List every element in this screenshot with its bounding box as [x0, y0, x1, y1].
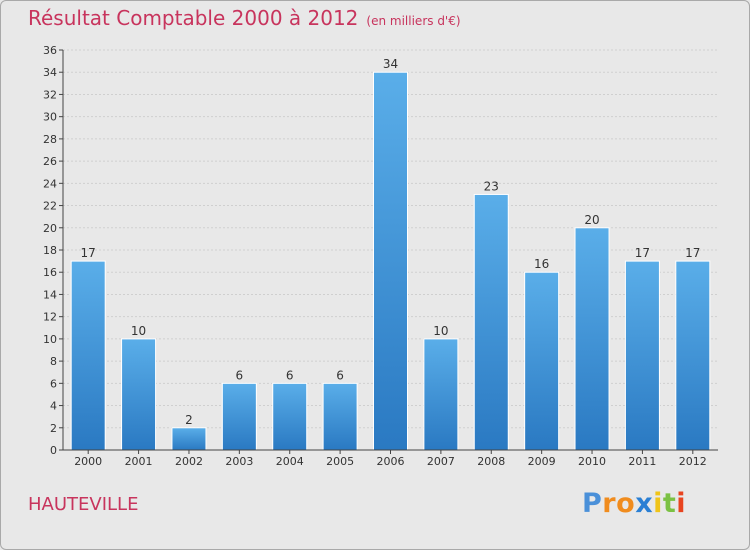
- x-tick-label-2005: 2005: [326, 455, 354, 468]
- y-tick-label: 34: [43, 66, 57, 79]
- y-tick-label: 2: [50, 422, 57, 435]
- x-tick-label-2000: 2000: [74, 455, 102, 468]
- y-tick-label: 16: [43, 266, 57, 279]
- x-tick-label-2011: 2011: [628, 455, 656, 468]
- data-label-2001: 10: [131, 324, 146, 338]
- data-label-2011: 17: [635, 246, 650, 260]
- place-name: HAUTEVILLE: [28, 494, 139, 515]
- y-tick-label: 18: [43, 244, 57, 257]
- y-tick-label: 14: [43, 288, 57, 301]
- x-axis: 2000 2001 2002 2003 2004 2005 2006 2007 2008 2009…: [63, 449, 718, 468]
- y-tick-label: 0: [50, 444, 57, 457]
- chart-title: Résultat Comptable 2000 à 2012 (en millie…: [28, 6, 461, 30]
- bar-2000: [70, 260, 106, 451]
- logo-letter: r: [602, 488, 617, 519]
- data-label-2007: 10: [433, 324, 448, 338]
- bar-2001: [121, 338, 157, 451]
- logo-letter: x: [635, 488, 654, 519]
- chart-subtitle: (en milliers d'€): [366, 14, 461, 28]
- data-label-2010: 20: [584, 213, 599, 227]
- x-tick-label-2002: 2002: [175, 455, 203, 468]
- bar-2005: [322, 382, 358, 451]
- bar-2008: [473, 193, 509, 451]
- bar-2012: [675, 260, 711, 451]
- logo-letter: i: [676, 488, 687, 519]
- y-tick-label: 4: [50, 400, 57, 413]
- bar-2010: [574, 227, 610, 451]
- bar-2009: [524, 271, 560, 451]
- bar-2011: [624, 260, 660, 451]
- y-tick-label: 24: [43, 177, 57, 190]
- x-tick-label-2004: 2004: [276, 455, 304, 468]
- y-tick-label: 22: [43, 200, 57, 213]
- data-label-2002: 2: [185, 413, 193, 427]
- y-tick-label: 26: [43, 155, 57, 168]
- proxiti-logo: Proxiti: [582, 488, 686, 519]
- data-label-2000: 17: [81, 246, 96, 260]
- y-tick-label: 12: [43, 311, 57, 324]
- data-label-2006: 34: [383, 57, 398, 71]
- x-tick-label-2009: 2009: [528, 455, 556, 468]
- x-tick-label-2008: 2008: [477, 455, 505, 468]
- logo-letter: i: [653, 488, 663, 519]
- chart-title-main: Résultat Comptable 2000 à 2012: [28, 6, 359, 30]
- data-label-2009: 16: [534, 257, 549, 271]
- x-tick-label-2007: 2007: [427, 455, 455, 468]
- bar-2003: [221, 382, 257, 451]
- bar-2002: [171, 427, 207, 451]
- bars: 17 10 2 6 6 6 34 10 23 16 20 17 17: [70, 57, 711, 451]
- x-tick-label-2006: 2006: [377, 455, 405, 468]
- bar-2004: [272, 382, 308, 451]
- y-tick-label: 10: [43, 333, 57, 346]
- x-tick-label-2010: 2010: [578, 455, 606, 468]
- x-tick-label-2003: 2003: [225, 455, 253, 468]
- bar-2007: [423, 338, 459, 451]
- x-tick-label-2012: 2012: [679, 455, 707, 468]
- y-tick-label: 30: [43, 111, 57, 124]
- y-tick-label: 6: [50, 377, 57, 390]
- y-tick-label: 8: [50, 355, 57, 368]
- data-label-2005: 6: [336, 368, 344, 382]
- data-label-2004: 6: [286, 368, 294, 382]
- data-label-2012: 17: [685, 246, 700, 260]
- data-label-2003: 6: [236, 368, 244, 382]
- bar-2006: [373, 71, 408, 451]
- y-tick-label: 32: [43, 88, 57, 101]
- y-tick-label: 36: [43, 44, 57, 57]
- y-tick-label: 20: [43, 222, 57, 235]
- data-label-2008: 23: [484, 179, 499, 193]
- logo-letter: o: [616, 488, 636, 519]
- logo-letter: P: [582, 488, 603, 519]
- x-tick-label-2001: 2001: [125, 455, 153, 468]
- y-tick-label: 28: [43, 133, 57, 146]
- logo-letter: t: [662, 488, 677, 519]
